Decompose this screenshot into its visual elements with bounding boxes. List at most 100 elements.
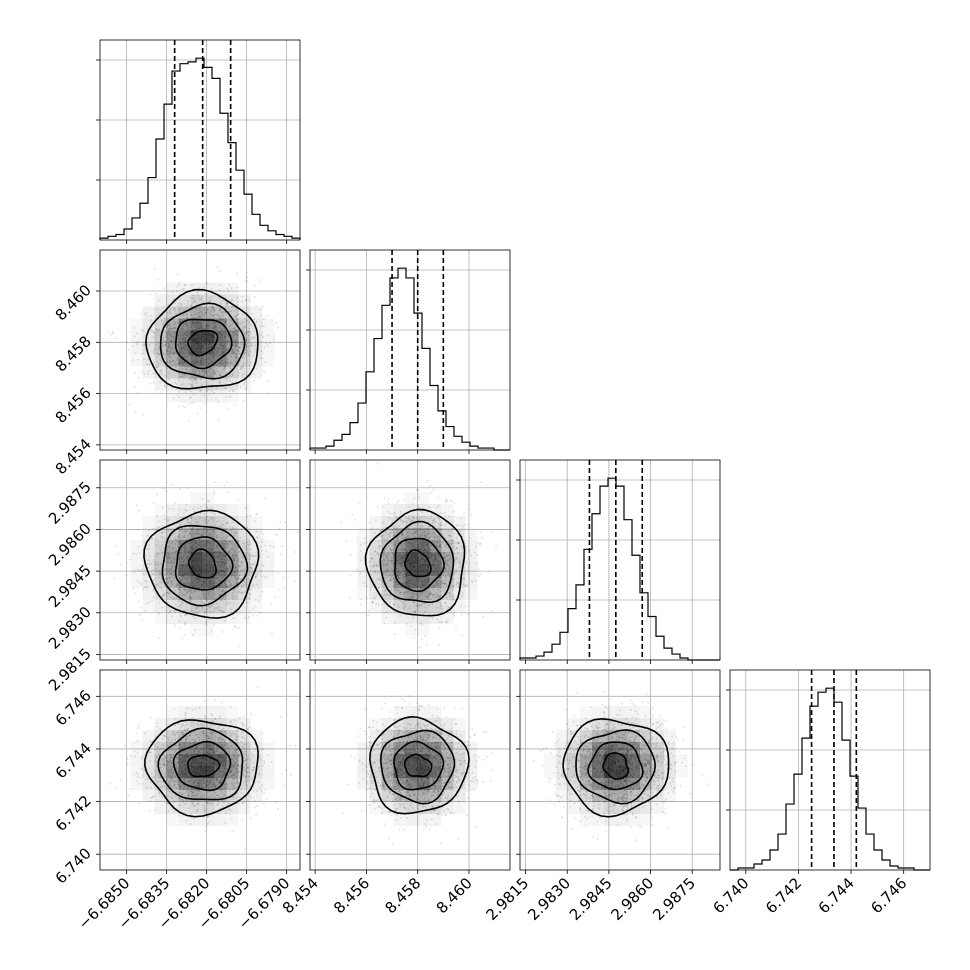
scatter-point [477,575,480,577]
scatter-point [152,590,155,592]
scatter-point [135,504,138,507]
scatter-point [241,329,244,332]
scatter-point [438,546,441,548]
scatter-point [234,353,237,356]
scatter-point [186,591,189,594]
scatter-point [149,363,152,365]
scatter-point [243,353,246,356]
scatter-point [195,521,198,524]
scatter-point [454,559,456,561]
density-cell [357,576,370,589]
density-cell [417,528,430,541]
scatter-point [436,536,439,539]
density-panel-frame [99,459,301,661]
scatter-point [160,587,163,589]
scatter-point [227,491,230,493]
scatter-point [152,528,155,530]
scatter-point [146,548,149,550]
scatter-point [243,573,246,576]
scatter-point [425,644,428,646]
scatter-point [205,293,208,295]
scatter-point [156,352,159,354]
density-cell [429,588,442,601]
scatter-point [190,304,193,307]
scatter-point [170,571,173,573]
scatter-point [183,355,186,358]
scatter-point [208,317,211,320]
scatter-point [446,554,449,557]
scatter-point [172,352,175,355]
scatter-point [188,324,190,326]
scatter-point [117,552,119,555]
scatter-point [412,532,415,534]
scatter-point [212,391,215,394]
scatter-point [186,355,189,358]
scatter-point [174,538,177,541]
scatter-point [136,343,139,346]
scatter-point [386,576,388,579]
scatter-point [183,634,186,636]
scatter-point [163,518,166,521]
scatter-point [236,581,239,583]
scatter-point [463,523,466,526]
scatter-point [402,593,405,596]
scatter-point [222,546,225,549]
scatter-point [264,576,266,578]
scatter-point [168,577,171,580]
scatter-point [227,335,230,338]
scatter-point [393,621,396,624]
scatter-point [403,579,405,581]
scatter-point [444,602,446,604]
scatter-point [178,362,181,365]
scatter-point [284,521,286,523]
scatter-point [241,295,244,298]
scatter-point [391,548,394,551]
scatter-point [390,542,393,544]
scatter-point [169,334,171,337]
scatter-point [175,313,177,315]
scatter-point [265,550,267,553]
scatter-point [384,553,387,556]
scatter-point [236,341,239,344]
scatter-point [237,577,240,580]
scatter-point [247,577,250,580]
density-panel-3-1 [96,459,301,664]
scatter-point [226,325,229,327]
scatter-point [385,563,388,566]
scatter-point [413,532,416,535]
scatter-point [181,528,184,530]
scatter-point [414,531,416,533]
scatter-point [200,297,203,300]
scatter-point [246,541,249,544]
scatter-point [163,487,165,490]
scatter-point [421,602,424,605]
density-cell [381,600,394,613]
scatter-point [192,283,195,286]
scatter-point [145,586,147,589]
scatter-point [249,361,252,364]
scatter-point [164,320,167,323]
scatter-point [211,288,213,290]
scatter-point [189,598,191,601]
scatter-point [417,529,419,532]
scatter-point [428,598,431,601]
scatter-point [461,577,464,580]
scatter-point [217,596,220,598]
scatter-point [404,582,407,585]
scatter-point [245,299,247,301]
scatter-point [278,527,280,529]
scatter-point [365,585,368,587]
density-panel-content [310,460,510,660]
scatter-point [227,557,230,559]
scatter-point [166,311,169,314]
scatter-point [234,574,237,577]
scatter-point [457,582,460,585]
scatter-point [377,603,380,606]
density-cell [178,528,191,541]
scatter-point [172,598,175,601]
scatter-point [436,581,438,584]
scatter-point [225,360,228,363]
scatter-point [429,506,431,509]
scatter-point [225,387,228,390]
scatter-point [256,536,258,539]
